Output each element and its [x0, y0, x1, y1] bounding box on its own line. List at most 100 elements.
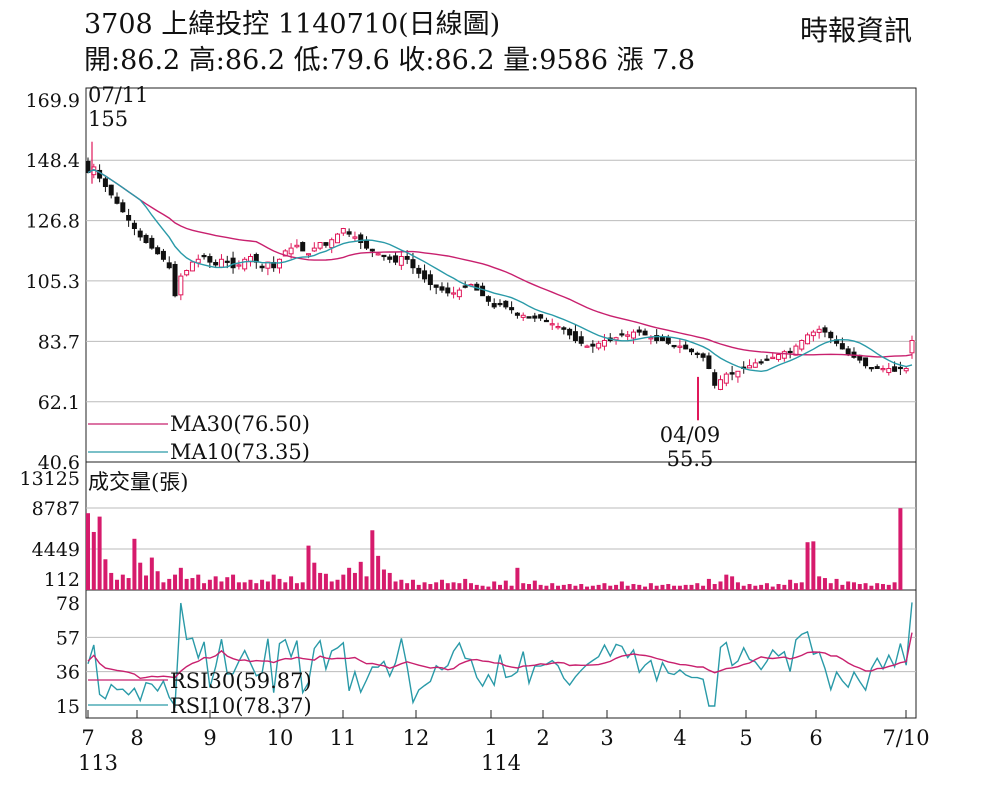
- candle-body: [497, 302, 503, 306]
- volume-bar: [329, 581, 334, 590]
- volume-bar: [410, 579, 415, 590]
- x-tick-label: 4: [673, 726, 686, 750]
- low-date-label: 04/09: [660, 423, 721, 447]
- volume-bar: [851, 582, 856, 590]
- candle-body: [364, 240, 370, 249]
- rsi-tick-label: 78: [56, 593, 80, 615]
- volume-bar: [614, 584, 619, 590]
- candle-body: [630, 331, 636, 339]
- volume-bar: [503, 580, 508, 590]
- volume-bar: [109, 572, 114, 590]
- candle-body: [874, 366, 880, 369]
- candle-body: [747, 365, 753, 369]
- candle-body: [503, 300, 509, 308]
- volume-bar: [439, 579, 444, 590]
- candle-body: [845, 348, 851, 355]
- rsi30-line: [87, 632, 913, 680]
- candle-body: [723, 373, 729, 384]
- volume-bar: [689, 584, 694, 590]
- volume-bar: [463, 578, 468, 590]
- volume-bar: [167, 578, 172, 590]
- volume-bar: [898, 508, 903, 590]
- x-tick-label: 10: [267, 726, 294, 750]
- candle-body: [700, 353, 706, 358]
- candle-body: [387, 256, 393, 260]
- volume-bar: [225, 577, 230, 590]
- candle-body: [288, 247, 294, 255]
- candle-body: [155, 247, 161, 255]
- volume-bar: [701, 585, 706, 590]
- candle-body: [352, 236, 358, 239]
- candle-body: [416, 267, 422, 274]
- volume-bar: [370, 530, 375, 590]
- candle-body: [201, 254, 207, 258]
- candle-body: [433, 284, 439, 288]
- volume-bar: [492, 581, 497, 590]
- volume-bar: [770, 586, 775, 590]
- volume-bar: [776, 584, 781, 590]
- candle-body: [491, 303, 497, 308]
- volume-bar: [880, 584, 885, 590]
- candle-body: [311, 247, 317, 252]
- volume-bar: [231, 574, 236, 590]
- volume-bar: [805, 542, 810, 590]
- volume-bar: [155, 571, 160, 590]
- price-tick-label: 83.7: [38, 331, 80, 353]
- candle-body: [584, 345, 590, 348]
- volume-bar: [538, 584, 543, 590]
- x-tick-label: 1: [484, 726, 497, 750]
- volume-bar: [161, 582, 166, 590]
- volume-bar: [173, 574, 178, 590]
- volume-bar: [863, 583, 868, 590]
- volume-bar: [115, 579, 120, 590]
- volume-bar: [724, 574, 729, 590]
- candle-body: [160, 250, 166, 260]
- candle-body: [578, 336, 584, 344]
- volume-bar: [132, 538, 137, 590]
- volume-bar: [126, 578, 131, 590]
- volume-bar: [532, 580, 537, 590]
- volume-bar: [184, 578, 189, 590]
- volume-bar: [91, 531, 96, 590]
- volume-bar: [323, 573, 328, 590]
- volume-bar: [631, 584, 636, 590]
- volume-bar: [788, 579, 793, 590]
- candle-body: [381, 254, 387, 258]
- candle-body: [323, 242, 329, 246]
- candle-body: [665, 336, 671, 344]
- candle-body: [909, 339, 915, 354]
- candle-body: [178, 275, 184, 296]
- candle-body: [781, 351, 787, 359]
- volume-bar: [434, 582, 439, 590]
- candle-body: [654, 335, 660, 341]
- volume-bar: [468, 583, 473, 590]
- volume-bar: [149, 557, 154, 590]
- candle-body: [143, 234, 149, 244]
- volume-bar: [318, 572, 323, 590]
- candle-body: [439, 286, 445, 291]
- candle-body: [166, 262, 172, 269]
- candle-body: [694, 352, 700, 355]
- candle-body: [677, 345, 683, 348]
- candle-body: [462, 285, 468, 288]
- candle-body: [822, 327, 828, 333]
- volume-bar: [178, 567, 183, 590]
- volume-bar: [735, 582, 740, 590]
- volume-bar: [828, 583, 833, 590]
- volume-bar: [666, 584, 671, 590]
- volume-bar: [672, 585, 677, 590]
- volume-tick-label: 13125: [20, 468, 80, 490]
- volume-bar: [741, 585, 746, 590]
- candle-body: [892, 366, 898, 372]
- volume-bar: [585, 586, 590, 590]
- candle-body: [520, 314, 526, 318]
- chart-labels: 169.9148.4126.8105.383.762.140.613125878…: [20, 83, 930, 775]
- price-tick-label: 105.3: [26, 271, 80, 293]
- candle-body: [393, 255, 399, 263]
- candle-body: [207, 256, 213, 263]
- candle-body: [555, 325, 561, 329]
- price-tick-label: 148.4: [26, 150, 80, 172]
- candle-body: [903, 367, 909, 372]
- candle-body: [805, 334, 811, 345]
- volume-bar: [352, 572, 357, 590]
